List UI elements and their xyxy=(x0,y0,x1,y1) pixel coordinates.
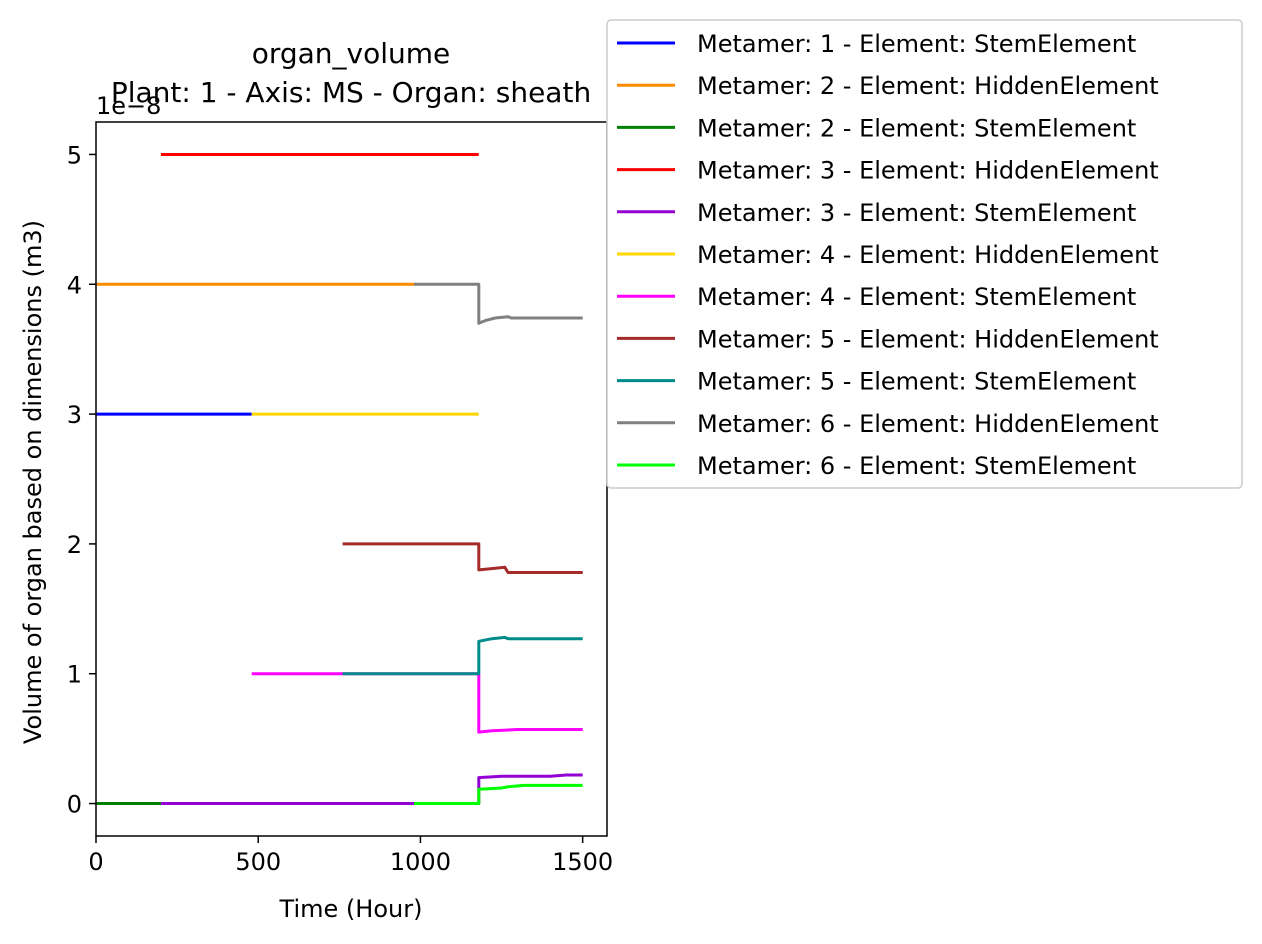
legend-label-11: Metamer: 6 - Element: StemElement xyxy=(697,452,1136,480)
legend-label-8: Metamer: 5 - Element: HiddenElement xyxy=(697,325,1159,353)
legend-label-4: Metamer: 3 - Element: HiddenElement xyxy=(697,157,1159,185)
legend-label-2: Metamer: 2 - Element: HiddenElement xyxy=(697,72,1159,100)
legend-label-3: Metamer: 2 - Element: StemElement xyxy=(697,114,1136,142)
series-line-5 xyxy=(160,773,583,805)
legend-frame xyxy=(606,19,1243,489)
y-axis-ticks: 0 1 2 3 4 5 xyxy=(67,141,96,819)
y-multiplier-label: 1e−8 xyxy=(96,92,161,120)
x-tick-label: 500 xyxy=(235,848,281,876)
legend-label-7: Metamer: 4 - Element: StemElement xyxy=(697,283,1136,311)
chart-subtitle: Plant: 1 - Axis: MS - Organ: sheath xyxy=(111,76,591,109)
legend: Metamer: 1 - Element: StemElement Metamer… xyxy=(606,19,1243,489)
legend-label-5: Metamer: 3 - Element: StemElement xyxy=(697,199,1136,227)
y-tick-label: 1 xyxy=(67,661,82,689)
legend-label-6: Metamer: 4 - Element: HiddenElement xyxy=(697,241,1159,269)
legend-label-9: Metamer: 5 - Element: StemElement xyxy=(697,368,1136,396)
y-tick-label: 4 xyxy=(67,271,82,299)
x-axis-label: Time (Hour) xyxy=(279,895,423,923)
series-line-9 xyxy=(342,635,583,676)
series-line-7 xyxy=(251,672,583,734)
series-line-10 xyxy=(414,282,583,325)
x-tick-label: 1000 xyxy=(390,848,451,876)
x-axis-ticks: 0 500 1000 1500 xyxy=(88,836,613,876)
y-tick-label: 2 xyxy=(67,531,82,559)
legend-label-10: Metamer: 6 - Element: HiddenElement xyxy=(697,410,1159,438)
series-line-11 xyxy=(414,783,583,805)
y-axis-label: Volume of organ based on dimensions (m3) xyxy=(19,220,47,744)
chart-title: organ_volume xyxy=(252,37,451,70)
series-line-8 xyxy=(342,542,583,574)
x-tick-label: 0 xyxy=(88,848,103,876)
y-tick-label: 5 xyxy=(67,141,82,169)
series-layer xyxy=(96,153,583,805)
y-tick-label: 3 xyxy=(67,401,82,429)
y-tick-label: 0 xyxy=(67,791,82,819)
legend-label-1: Metamer: 1 - Element: StemElement xyxy=(697,30,1136,58)
x-tick-label: 1500 xyxy=(552,848,613,876)
